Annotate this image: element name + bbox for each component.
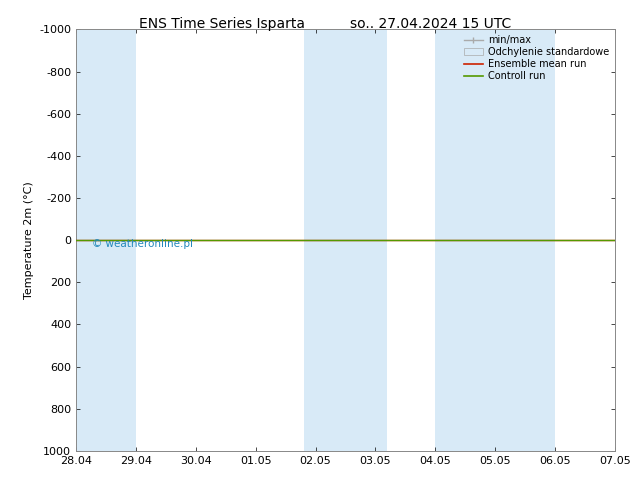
Legend: min/max, Odchylenie standardowe, Ensemble mean run, Controll run: min/max, Odchylenie standardowe, Ensembl…: [460, 31, 613, 85]
Bar: [76, 29, 136, 451]
Bar: [304, 29, 387, 451]
Bar: [436, 29, 555, 451]
Y-axis label: Temperature 2m (°C): Temperature 2m (°C): [23, 181, 34, 299]
Text: ENS Time Series Isparta: ENS Time Series Isparta: [139, 17, 305, 31]
Text: so.. 27.04.2024 15 UTC: so.. 27.04.2024 15 UTC: [351, 17, 512, 31]
Text: © weatheronline.pl: © weatheronline.pl: [93, 239, 193, 249]
